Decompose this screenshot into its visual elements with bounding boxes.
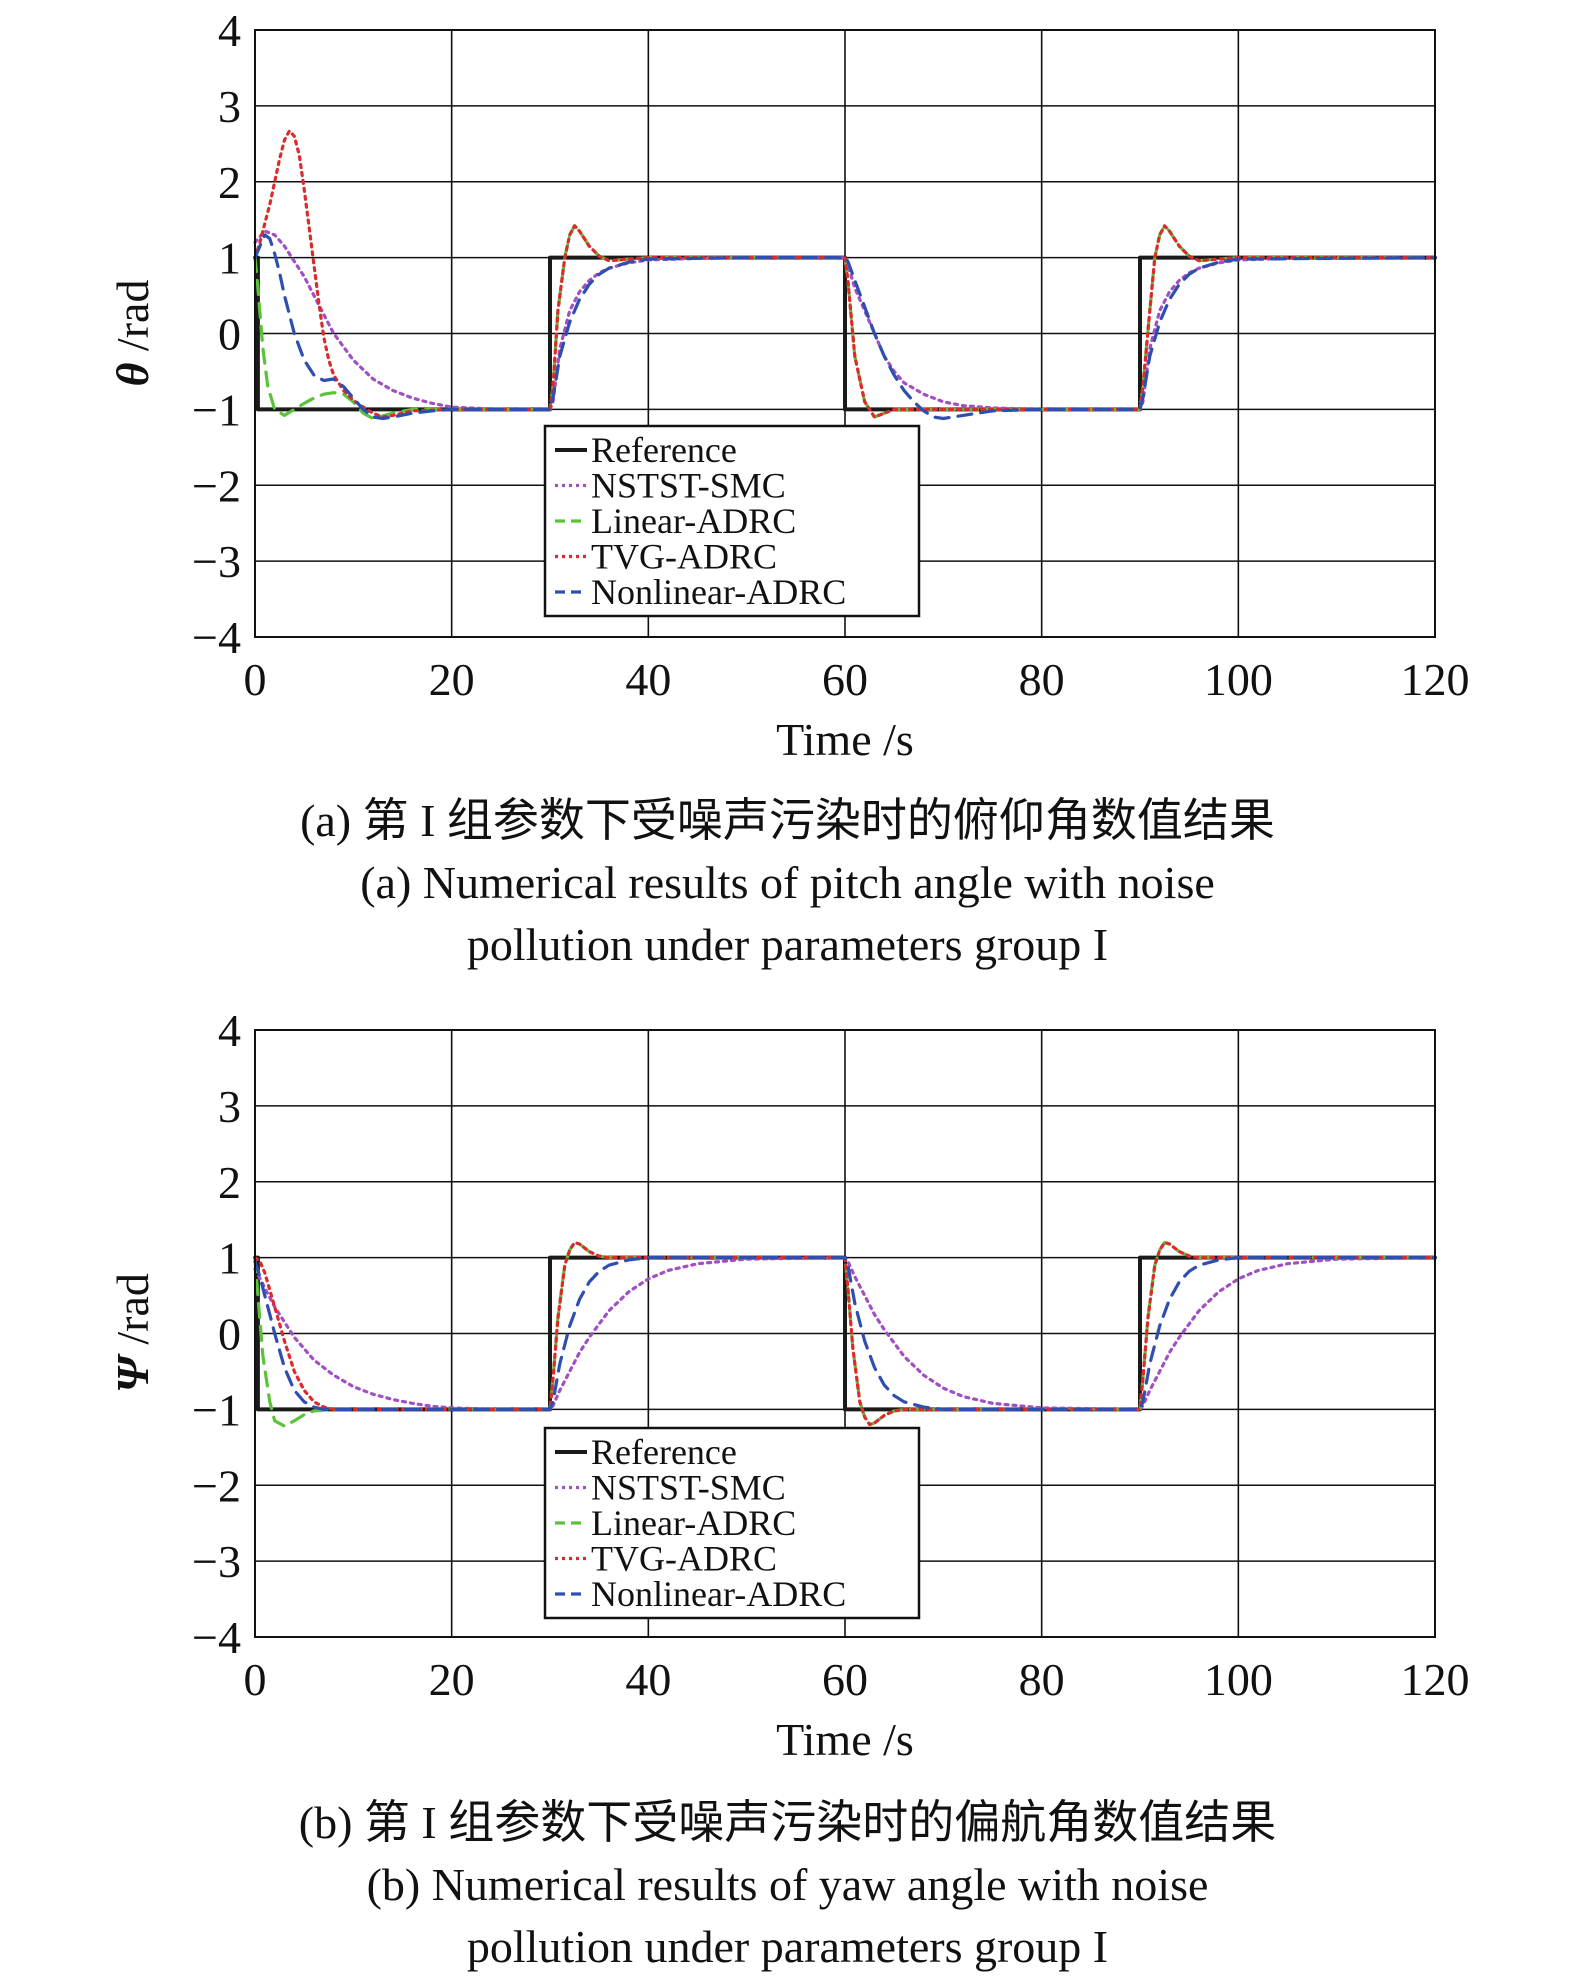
x-tick-label: 20 — [429, 654, 475, 705]
series-line-tvg-adrc — [253, 129, 1437, 419]
caption-b-chinese: (b) 第 I 组参数下受噪声污染时的偏航角数值结果 — [298, 1797, 1277, 1848]
y-tick-label: 1 — [218, 1233, 241, 1284]
y-tick-label: 3 — [218, 81, 241, 132]
legend-label: Reference — [591, 1432, 737, 1472]
y-tick-label: 3 — [218, 1081, 241, 1132]
x-tick-label: 40 — [625, 1654, 671, 1705]
legend-box — [543, 1426, 921, 1620]
y-axis-label: θ /rad — [107, 280, 158, 387]
y-tick-label: 4 — [218, 1005, 241, 1056]
y-tick-label: −1 — [192, 1384, 241, 1435]
plot-frame — [254, 1029, 1436, 1638]
x-tick-label: 40 — [625, 654, 671, 705]
y-tick-label: 4 — [218, 5, 241, 56]
plot-frame — [254, 29, 1436, 638]
y-tick-label: −2 — [192, 1460, 241, 1511]
legend-label: Linear-ADRC — [591, 1503, 796, 1543]
x-tick-label: 60 — [822, 1654, 868, 1705]
x-tick-label: 120 — [1401, 654, 1470, 705]
caption-b-english-line1: (b) Numerical results of yaw angle with … — [366, 1859, 1209, 1910]
y-tick-label: −3 — [192, 1536, 241, 1587]
legend-label: Nonlinear-ADRC — [591, 1574, 846, 1614]
legend: ReferenceNSTST-SMCLinear-ADRCTVG-ADRCNon… — [543, 1426, 921, 1620]
y-tick-label: 2 — [218, 157, 241, 208]
chart-b-yaw: 0 20 40 60 80 100 120 4 3 2 1 0 −1 −2 −3 −4 Time /s Ψ /ra… — [107, 1005, 1470, 1765]
legend-label: Linear-ADRC — [591, 501, 796, 541]
y-tick-label: 0 — [218, 309, 241, 360]
x-tick-label: 80 — [1019, 1654, 1065, 1705]
legend: ReferenceNSTST-SMCLinear-ADRCTVG-ADRCNon… — [543, 424, 921, 618]
y-axis-label: Ψ /rad — [107, 1273, 158, 1393]
x-tick-label: 0 — [244, 654, 267, 705]
caption-a-english-line1: (a) Numerical results of pitch angle wit… — [360, 857, 1215, 908]
chart-a-pitch: 0 20 40 60 80 100 120 4 3 2 1 0 −1 −2 −3 −4 Time /s θ /ra… — [107, 5, 1470, 765]
caption-a-chinese: (a) 第 I 组参数下受噪声污染时的俯仰角数值结果 — [300, 795, 1275, 846]
legend-box — [543, 424, 921, 618]
caption-b-english-line2: pollution under parameters group I — [466, 1921, 1109, 1972]
y-tick-label: 0 — [218, 1309, 241, 1360]
x-tick-label: 100 — [1204, 1654, 1273, 1705]
legend-label: TVG-ADRC — [591, 537, 777, 577]
y-tick-label: −4 — [192, 612, 241, 663]
y-tick-label: 1 — [218, 233, 241, 284]
x-axis-label: Time /s — [776, 714, 914, 765]
x-tick-label: 100 — [1204, 654, 1273, 705]
x-tick-label: 60 — [822, 654, 868, 705]
series-line-nonlinear-adrc — [253, 1255, 1437, 1412]
y-tick-label: −4 — [192, 1612, 241, 1663]
x-axis-label: Time /s — [776, 1714, 914, 1765]
caption-a-english-line2: pollution under parameters group I — [466, 919, 1109, 970]
legend-label: Reference — [591, 430, 737, 470]
legend-label: NSTST-SMC — [591, 466, 786, 506]
x-tick-label: 0 — [244, 1654, 267, 1705]
y-tick-label: 2 — [218, 1157, 241, 1208]
legend-label: NSTST-SMC — [591, 1468, 786, 1508]
y-tick-label: −1 — [192, 384, 241, 435]
y-tick-label: −2 — [192, 460, 241, 511]
x-tick-label: 80 — [1019, 654, 1065, 705]
x-tick-label: 120 — [1401, 1654, 1470, 1705]
legend-label: TVG-ADRC — [591, 1539, 777, 1579]
series-line-nonlinear-adrc — [253, 233, 1437, 421]
legend-label: Nonlinear-ADRC — [591, 572, 846, 612]
y-tick-label: −3 — [192, 536, 241, 587]
x-tick-label: 20 — [429, 1654, 475, 1705]
